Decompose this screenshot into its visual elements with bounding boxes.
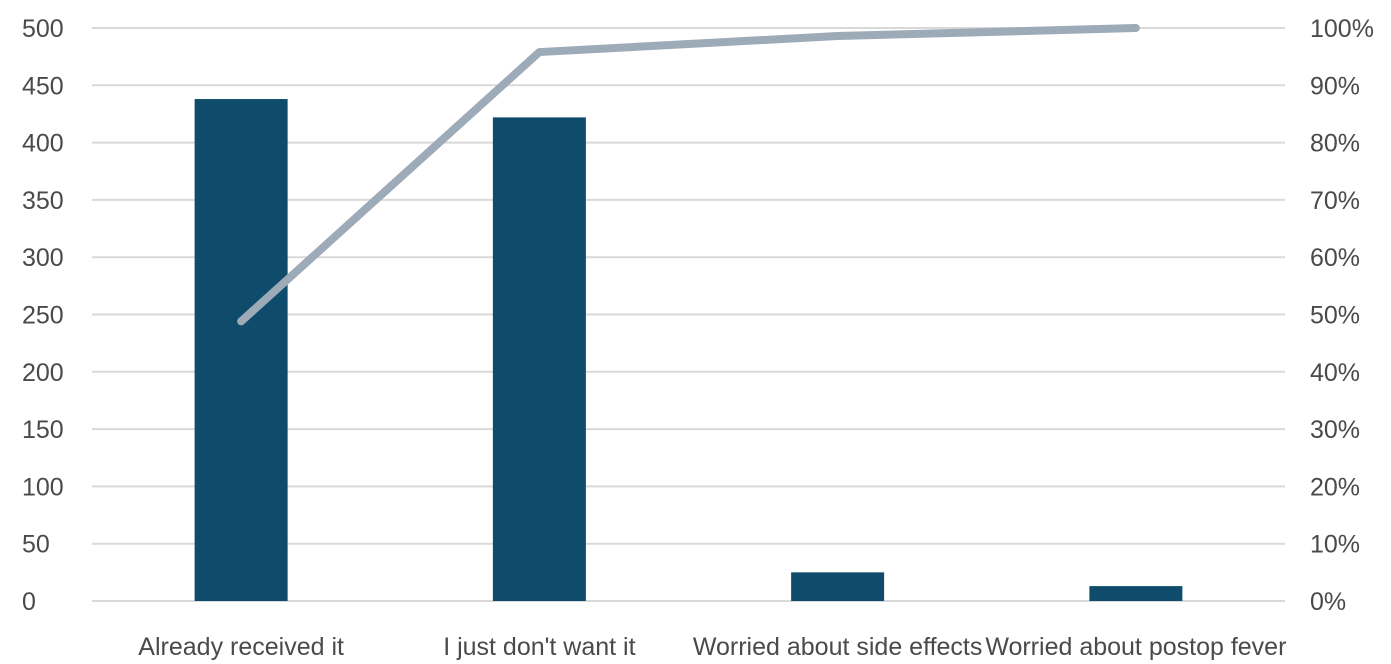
y2-tick-label: 20% (1310, 473, 1360, 501)
y-tick-label: 0 (22, 588, 36, 616)
y2-tick-label: 40% (1310, 359, 1360, 387)
gridlines (92, 27, 1285, 602)
y2-tick-label: 0% (1310, 588, 1346, 616)
y2-tick-label: 90% (1310, 72, 1360, 100)
category-label: Worried about side effects (693, 633, 983, 661)
y-tick-label: 150 (22, 416, 64, 444)
y-tick-label: 250 (22, 302, 64, 330)
y-tick-label: 450 (22, 72, 64, 100)
y-tick-label: 500 (22, 15, 64, 43)
bar (1089, 586, 1183, 601)
cumulative-line (237, 24, 1140, 326)
y-tick-label: 200 (22, 359, 64, 387)
cumulative-line-series (237, 24, 1140, 326)
y-tick-label: 100 (22, 473, 64, 501)
y2-tick-label: 70% (1310, 187, 1360, 215)
y-tick-label: 50 (22, 531, 50, 559)
y2-tick-label: 60% (1310, 244, 1360, 272)
y-tick-label: 300 (22, 244, 64, 272)
y2-tick-label: 80% (1310, 130, 1360, 158)
category-label: I just don't want it (443, 633, 635, 661)
bar-series (194, 99, 1183, 601)
y2-tick-label: 50% (1310, 302, 1360, 330)
right-axis-ticks: 0% 10% 20% 30% 40% 50% 60% 70% 80% 90% 100% (1310, 15, 1374, 616)
category-label: Already received it (138, 633, 344, 661)
bar (492, 117, 586, 601)
left-axis-ticks: 0 50 100 150 200 250 300 350 400 450 500 (22, 15, 64, 616)
category-labels: Already received it I just don't want it W… (138, 633, 1286, 661)
y2-tick-label: 10% (1310, 531, 1360, 559)
category-label: Worried about postop fever (985, 633, 1286, 661)
y2-tick-label: 100% (1310, 15, 1374, 43)
bar (791, 572, 885, 601)
y-tick-label: 400 (22, 130, 64, 158)
y2-tick-label: 30% (1310, 416, 1360, 444)
y-tick-label: 350 (22, 187, 64, 215)
bar (194, 99, 288, 601)
